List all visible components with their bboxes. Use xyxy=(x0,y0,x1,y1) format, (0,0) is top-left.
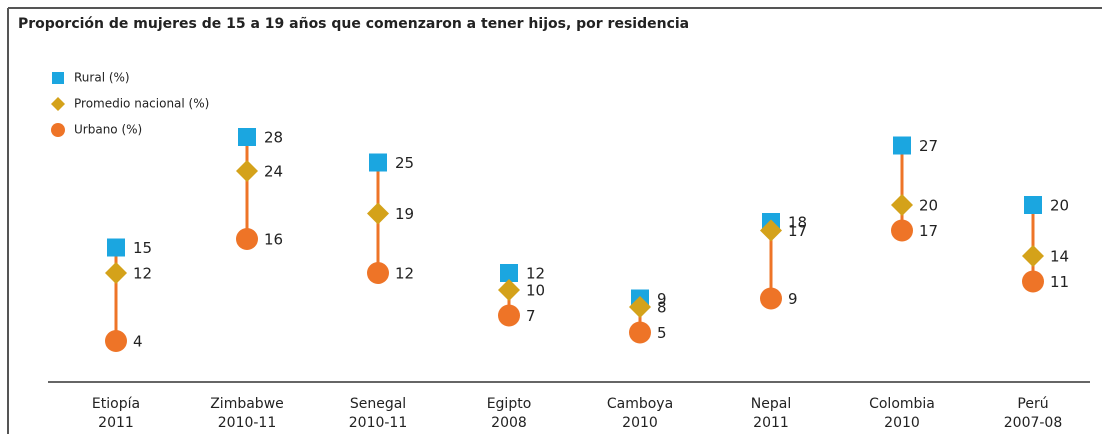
x-tick-label: Egipto xyxy=(487,396,532,412)
dot xyxy=(1022,245,1044,267)
dot xyxy=(629,296,651,318)
legend-label: Promedio nacional (%) xyxy=(74,97,209,111)
x-tick-label: Colombia xyxy=(869,396,935,412)
dot xyxy=(105,262,127,284)
value-label: 8 xyxy=(657,299,667,317)
value-label: 27 xyxy=(919,137,938,155)
dot xyxy=(893,136,911,155)
x-tick-label: 2007-08 xyxy=(1004,415,1063,431)
dot xyxy=(367,202,389,225)
dot xyxy=(105,330,127,352)
dot xyxy=(500,264,518,282)
value-label: 17 xyxy=(919,222,938,240)
x-tick-label: Zimbabwe xyxy=(210,396,284,412)
x-tick-label: 2010 xyxy=(884,415,920,431)
legend-marker xyxy=(52,72,64,84)
value-label: 24 xyxy=(264,163,283,181)
value-label: 25 xyxy=(395,154,414,172)
x-tick-label: 2008 xyxy=(491,415,527,431)
value-label: 9 xyxy=(657,290,667,308)
value-label: 17 xyxy=(788,222,807,240)
x-tick-label: Senegal xyxy=(350,396,406,412)
x-tick-label: Camboya xyxy=(607,396,673,412)
value-label: 4 xyxy=(133,333,143,351)
dot xyxy=(369,153,387,172)
dot xyxy=(891,194,913,216)
value-label: 18 xyxy=(788,214,807,232)
dot xyxy=(238,128,256,146)
legend-marker xyxy=(51,97,65,111)
value-label: 5 xyxy=(657,324,667,342)
value-label: 10 xyxy=(526,282,545,300)
value-label: 20 xyxy=(1050,197,1069,215)
value-label: 19 xyxy=(395,205,414,223)
x-tick-label: Nepal xyxy=(751,396,791,412)
dot xyxy=(891,219,913,242)
legend-label: Rural (%) xyxy=(74,71,130,85)
dot xyxy=(760,219,782,242)
dot xyxy=(760,287,782,310)
dot xyxy=(1022,270,1044,293)
x-tick-label: Etiopía xyxy=(92,396,140,412)
value-label: 12 xyxy=(526,265,545,283)
dot xyxy=(367,262,389,284)
x-tick-label: 2010-11 xyxy=(218,415,277,431)
x-tick-label: 2011 xyxy=(753,415,789,431)
dot xyxy=(498,304,520,327)
value-label: 28 xyxy=(264,129,283,147)
x-tick-label: 2010 xyxy=(622,415,658,431)
value-label: 7 xyxy=(526,307,536,325)
value-label: 11 xyxy=(1050,273,1069,291)
value-label: 12 xyxy=(395,265,414,283)
dot xyxy=(1024,196,1042,214)
value-label: 12 xyxy=(133,265,152,283)
value-label: 15 xyxy=(133,239,152,257)
dot xyxy=(629,321,651,344)
value-label: 16 xyxy=(264,231,283,249)
x-tick-label: 2011 xyxy=(98,415,134,431)
value-label: 9 xyxy=(788,290,798,308)
value-label: 14 xyxy=(1050,248,1069,266)
x-tick-label: Perú xyxy=(1017,396,1048,412)
legend-label: Urbano (%) xyxy=(74,123,142,137)
x-tick-label: 2010-11 xyxy=(349,415,408,431)
dot xyxy=(236,160,258,182)
dot xyxy=(498,279,520,301)
legend-marker xyxy=(51,123,65,137)
dot xyxy=(236,228,258,250)
value-label: 20 xyxy=(919,197,938,215)
chart-title: Proporción de mujeres de 15 a 19 años qu… xyxy=(18,16,689,32)
dot xyxy=(107,238,125,257)
